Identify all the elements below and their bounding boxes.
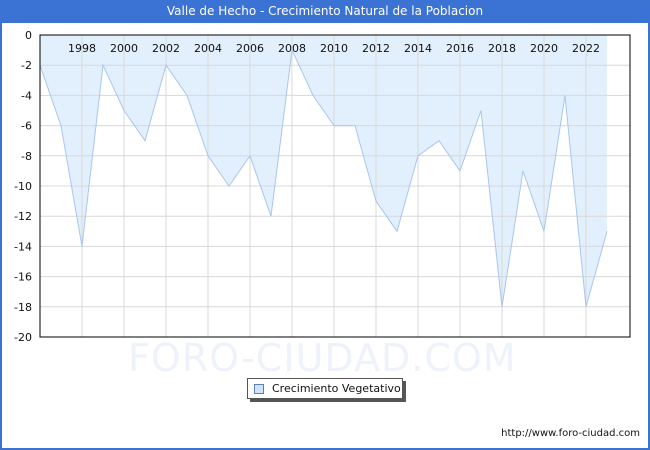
watermark: FORO-CIUDAD.COM [128,336,517,380]
y-tick-label: -4 [21,89,32,102]
x-tick-label: 2008 [278,42,306,55]
y-tick-label: -12 [14,210,32,223]
y-tick-label: -14 [14,240,32,253]
y-tick-label: 0 [25,29,32,42]
x-tick-label: 2012 [362,42,390,55]
y-tick-label: -8 [21,150,32,163]
x-tick-label: 2022 [572,42,600,55]
x-tick-label: 1998 [68,42,96,55]
x-tick-label: 2014 [404,42,432,55]
legend-label: Crecimiento Vegetativo [272,382,401,395]
legend: Crecimiento Vegetativo [247,378,403,399]
source-url: http://www.foro-ciudad.com [501,428,640,439]
x-tick-label: 2018 [488,42,516,55]
data-line [39,48,608,307]
x-tick-label: 2020 [530,42,558,55]
area-fill [40,35,607,307]
y-tick-label: -10 [14,180,32,193]
x-tick-label: 2006 [236,42,264,55]
y-tick-label: -20 [14,331,32,344]
y-tick-label: -6 [21,120,32,133]
x-tick-label: 2002 [152,42,180,55]
x-tick-label: 2010 [320,42,348,55]
plot-border [39,34,631,338]
legend-swatch-icon [254,384,264,394]
y-tick-label: -2 [21,59,32,72]
y-tick-label: -16 [14,271,32,284]
x-tick-label: 2000 [110,42,138,55]
chart-title: Valle de Hecho - Crecimiento Natural de … [0,0,650,23]
x-tick-label: 2004 [194,42,222,55]
x-tick-label: 2016 [446,42,474,55]
y-tick-label: -18 [14,301,32,314]
